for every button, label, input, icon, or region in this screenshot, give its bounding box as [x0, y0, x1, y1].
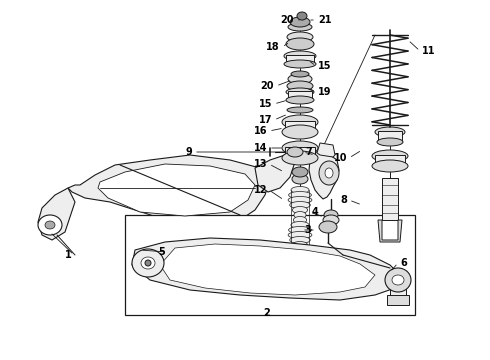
Bar — [378, 131, 402, 142]
Text: 12: 12 — [253, 185, 267, 195]
Text: 15: 15 — [318, 61, 332, 71]
Ellipse shape — [372, 150, 408, 162]
Ellipse shape — [38, 215, 62, 235]
Ellipse shape — [324, 210, 338, 220]
Ellipse shape — [325, 168, 333, 178]
Ellipse shape — [290, 17, 310, 27]
Bar — [288, 91, 312, 100]
Ellipse shape — [288, 23, 312, 31]
Text: 3: 3 — [304, 225, 311, 235]
Ellipse shape — [288, 74, 312, 84]
Text: 8: 8 — [340, 195, 347, 205]
Bar — [285, 147, 315, 158]
Text: 13: 13 — [253, 159, 267, 169]
Text: 19: 19 — [318, 87, 332, 97]
Ellipse shape — [297, 12, 307, 20]
Ellipse shape — [392, 275, 404, 285]
Text: 6: 6 — [400, 258, 407, 268]
Ellipse shape — [282, 141, 318, 155]
Ellipse shape — [286, 88, 314, 96]
Text: 20: 20 — [261, 81, 274, 91]
Ellipse shape — [282, 125, 318, 139]
Text: 20: 20 — [280, 15, 294, 25]
Polygon shape — [160, 244, 375, 295]
Text: 21: 21 — [318, 15, 332, 25]
Polygon shape — [378, 220, 402, 242]
Polygon shape — [98, 164, 255, 216]
Ellipse shape — [286, 96, 314, 104]
Bar — [286, 55, 314, 64]
Ellipse shape — [132, 249, 164, 277]
Ellipse shape — [45, 221, 55, 229]
Ellipse shape — [287, 81, 313, 91]
Polygon shape — [68, 155, 270, 222]
Text: 18: 18 — [267, 42, 280, 52]
Ellipse shape — [292, 174, 308, 184]
Ellipse shape — [319, 221, 337, 233]
Ellipse shape — [291, 186, 309, 194]
Ellipse shape — [287, 107, 313, 113]
Text: 7: 7 — [305, 147, 312, 157]
Ellipse shape — [294, 216, 307, 224]
Ellipse shape — [293, 242, 308, 248]
Bar — [390, 278, 406, 298]
Ellipse shape — [284, 51, 316, 61]
Ellipse shape — [282, 151, 318, 165]
Ellipse shape — [372, 160, 408, 172]
Ellipse shape — [282, 115, 318, 129]
Ellipse shape — [385, 268, 411, 292]
Polygon shape — [317, 143, 335, 157]
Text: 10: 10 — [334, 153, 347, 163]
Text: 1: 1 — [65, 250, 72, 260]
Polygon shape — [309, 150, 339, 199]
Bar — [125, 215, 415, 315]
Ellipse shape — [290, 237, 310, 243]
Ellipse shape — [294, 211, 306, 219]
Ellipse shape — [284, 60, 316, 68]
Ellipse shape — [323, 215, 339, 225]
Polygon shape — [38, 188, 75, 240]
Text: 2: 2 — [264, 308, 270, 318]
Ellipse shape — [145, 260, 151, 266]
Polygon shape — [132, 238, 400, 300]
Ellipse shape — [141, 257, 155, 269]
Text: 15: 15 — [259, 99, 272, 109]
Text: 14: 14 — [253, 143, 267, 153]
Ellipse shape — [291, 221, 309, 229]
Text: 11: 11 — [422, 46, 436, 56]
Text: 16: 16 — [253, 126, 267, 136]
Bar — [382, 178, 398, 220]
Text: 9: 9 — [185, 147, 192, 157]
Ellipse shape — [292, 167, 308, 177]
Bar — [375, 155, 405, 166]
Ellipse shape — [289, 192, 311, 198]
Ellipse shape — [290, 202, 310, 208]
Ellipse shape — [293, 207, 308, 213]
Text: 4: 4 — [312, 207, 319, 217]
Ellipse shape — [286, 38, 314, 50]
Bar — [285, 121, 315, 132]
Text: 17: 17 — [259, 115, 272, 125]
Text: 5: 5 — [158, 247, 165, 257]
Bar — [387, 295, 409, 305]
Ellipse shape — [291, 71, 309, 77]
Ellipse shape — [319, 161, 339, 185]
Ellipse shape — [377, 138, 403, 146]
Ellipse shape — [375, 127, 405, 137]
Ellipse shape — [288, 231, 312, 238]
Ellipse shape — [289, 226, 311, 234]
Ellipse shape — [287, 147, 303, 157]
Polygon shape — [255, 155, 295, 192]
Ellipse shape — [288, 197, 312, 203]
Ellipse shape — [287, 32, 313, 42]
